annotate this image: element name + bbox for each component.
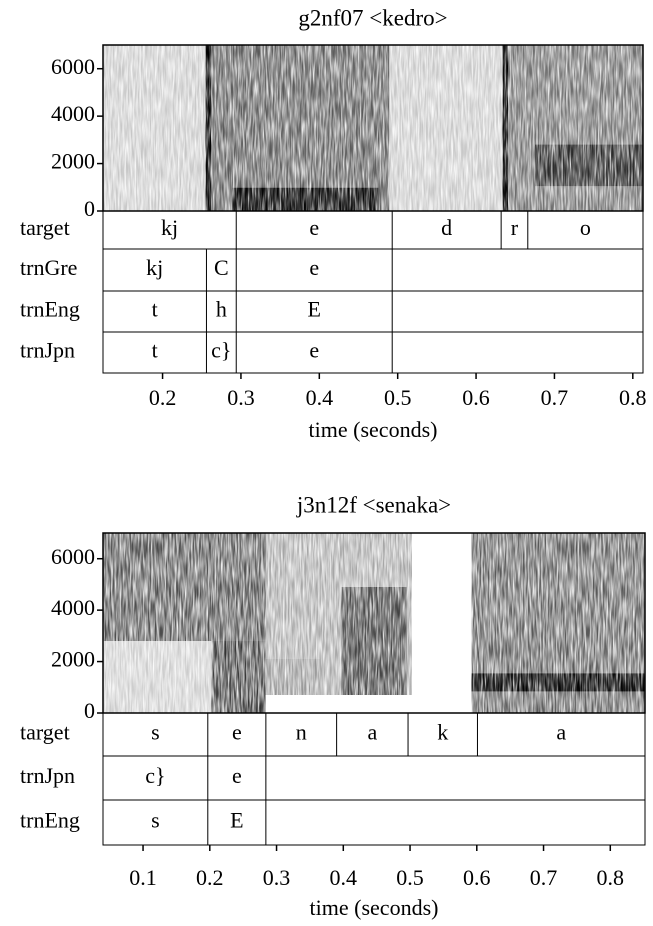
spectrogram-shade	[535, 144, 643, 187]
x-tick-label: 0.6	[462, 385, 490, 410]
x-tick-label: 0.7	[541, 385, 569, 410]
tier-box	[102, 248, 644, 292]
x-tick-label: 0.3	[227, 385, 255, 410]
y-tick-label: 6000	[51, 54, 95, 79]
y-tick-label: 4000	[51, 101, 95, 126]
spectrogram-shade	[103, 533, 266, 641]
spectrogram-shade	[211, 641, 266, 713]
interval-label: o	[580, 215, 591, 240]
spectrogram-shade	[103, 641, 212, 713]
interval-label: e	[309, 255, 319, 280]
tier-box	[102, 210, 644, 250]
spectrogram-shade	[205, 45, 390, 211]
interval-label: a	[367, 720, 377, 745]
tier-box	[102, 331, 644, 374]
interval-label: t	[152, 297, 158, 322]
x-tick-label: 0.8	[619, 385, 647, 410]
interval-label: a	[556, 720, 566, 745]
panel-title: g2nf07 <kedro>	[298, 5, 447, 30]
x-tick-label: 0.4	[330, 865, 358, 890]
tier-name: target	[20, 720, 70, 745]
x-tick-label: 0.2	[196, 865, 224, 890]
spectrogram-shade	[205, 45, 211, 211]
interval-label: C	[214, 255, 229, 280]
x-tick-label: 0.7	[530, 865, 558, 890]
interval-label: c}	[211, 338, 231, 363]
interval-label: d	[441, 215, 452, 240]
panel-title: j3n12f <senaka>	[296, 492, 451, 517]
x-tick-label: 0.5	[384, 385, 412, 410]
interval-label: h	[216, 297, 227, 322]
interval-label: s	[151, 808, 160, 833]
x-axis-label: time (seconds)	[309, 417, 438, 442]
x-tick-label: 0.3	[263, 865, 291, 890]
interval-label: e	[232, 763, 242, 788]
interval-label: n	[296, 720, 307, 745]
interval-label: e	[309, 215, 319, 240]
tier-box	[102, 755, 646, 801]
x-tick-label: 0.4	[306, 385, 334, 410]
y-tick-label: 4000	[51, 595, 95, 620]
interval-label: r	[511, 215, 519, 240]
spectrogram-shade	[471, 673, 645, 692]
x-axis-label: time (seconds)	[310, 895, 439, 920]
spectrogram-shade	[502, 45, 508, 211]
interval-label: c}	[145, 763, 165, 788]
y-tick-label: 0	[84, 196, 95, 221]
interval-label: k	[437, 720, 448, 745]
tier-name: trnEng	[20, 808, 80, 833]
interval-label: e	[309, 338, 319, 363]
x-tick-label: 0.8	[597, 865, 625, 890]
x-tick-label: 0.6	[463, 865, 491, 890]
x-tick-label: 0.1	[129, 865, 157, 890]
tier-name: trnJpn	[20, 338, 75, 363]
tier-box	[102, 799, 646, 846]
tier-name: trnGre	[20, 255, 77, 280]
y-tick-label: 6000	[51, 544, 95, 569]
x-tick-label: 0.2	[149, 385, 177, 410]
tier-name: target	[20, 215, 70, 240]
y-tick-label: 0	[84, 698, 95, 723]
interval-label: kj	[161, 215, 178, 240]
tier-name: trnEng	[20, 297, 80, 322]
interval-label: E	[307, 297, 320, 322]
interval-label: t	[152, 338, 158, 363]
interval-label: e	[232, 720, 242, 745]
spectrogram-shade	[265, 659, 320, 695]
interval-label: kj	[146, 255, 163, 280]
x-tick-label: 0.5	[396, 865, 424, 890]
tier-box	[102, 290, 644, 333]
interval-label: E	[230, 808, 243, 833]
y-tick-label: 2000	[51, 647, 95, 672]
spectrogram-shade	[232, 187, 379, 211]
spectrogram-shade	[341, 587, 407, 695]
interval-label: s	[151, 720, 160, 745]
tier-name: trnJpn	[20, 763, 75, 788]
y-tick-label: 2000	[51, 149, 95, 174]
